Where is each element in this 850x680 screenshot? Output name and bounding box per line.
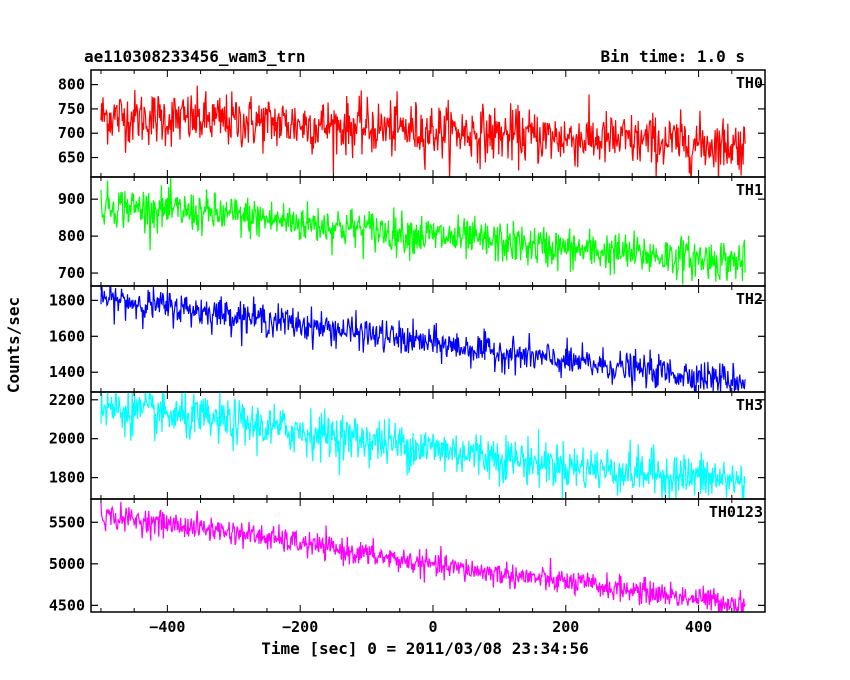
y-tick-label: 900 <box>58 190 85 208</box>
y-tick-label: 5500 <box>49 513 85 531</box>
series-th0 <box>100 85 746 177</box>
y-tick-label: 750 <box>58 100 85 118</box>
y-tick-label: 1400 <box>49 363 85 381</box>
y-tick-label: 5000 <box>49 555 85 573</box>
panel-label: TH3 <box>736 396 763 414</box>
y-axis-label: Counts/sec <box>4 297 23 393</box>
series-th2 <box>100 286 746 392</box>
y-tick-label: 650 <box>58 149 85 167</box>
panel-th2: 1400 1600 1800 TH2 <box>49 285 766 393</box>
panel-label: TH0123 <box>709 503 763 521</box>
panel-frame <box>90 498 766 613</box>
panel-th1: 700 800 900 TH1 <box>58 176 766 287</box>
y-tick-label: 1800 <box>49 291 85 309</box>
series-th1 <box>100 177 746 285</box>
panel-label: TH1 <box>736 181 763 199</box>
y-tick-label: 800 <box>58 76 85 94</box>
bin-time-label: Bin time: 1.0 s <box>601 47 746 66</box>
y-tick-label: 2000 <box>49 430 85 448</box>
y-tick-label: 1800 <box>49 469 85 487</box>
y-tick-label: 700 <box>58 124 85 142</box>
x-axis-label: Time [sec] 0 = 2011/03/08 23:34:56 <box>261 639 589 658</box>
y-tick-label: 4500 <box>49 596 85 614</box>
panel-th0: 650 700 750 800 TH0 <box>58 69 766 178</box>
y-tick-label: 800 <box>58 227 85 245</box>
y-tick-label: 700 <box>58 264 85 282</box>
panel-th0123: 4500 5000 5500 TH0123 <box>49 498 766 614</box>
x-axis: −400 −200 0 200 400 <box>149 618 712 636</box>
chart-title: ae110308233456_wam3_trn <box>84 47 306 66</box>
x-tick-label: −200 <box>282 618 318 636</box>
x-tick-label: −400 <box>149 618 185 636</box>
x-tick-label: 200 <box>552 618 579 636</box>
panel-label: TH2 <box>736 290 763 308</box>
panel-th3: 1800 2000 2200 TH3 <box>49 391 766 500</box>
y-tick-label: 2200 <box>49 391 85 409</box>
series-th3 <box>100 392 746 499</box>
y-tick-label: 1600 <box>49 327 85 345</box>
x-tick-label: 0 <box>428 618 437 636</box>
x-tick-label: 400 <box>685 618 712 636</box>
series-th0123 <box>100 501 746 612</box>
panel-frame <box>90 176 766 287</box>
panel-label: TH0 <box>736 74 763 92</box>
panels-group: 650 700 750 800 TH0 700 800 900 TH1 1400 1600 1800 T… <box>49 69 766 614</box>
